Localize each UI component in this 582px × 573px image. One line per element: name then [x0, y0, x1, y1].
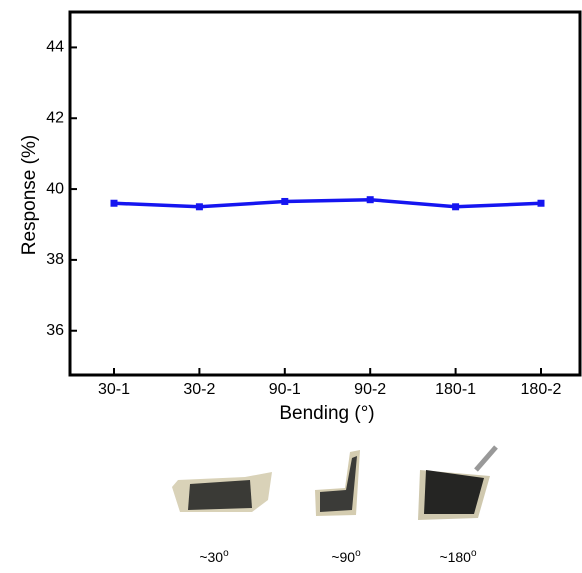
- caption-text: ~180: [439, 549, 471, 565]
- data-point: [537, 199, 545, 207]
- data-point: [110, 199, 118, 207]
- y-tick-label: 38: [46, 251, 64, 268]
- caption-sup: o: [355, 548, 361, 559]
- photo-180-fabric: [424, 470, 484, 514]
- x-tick-label: 90-1: [269, 381, 301, 398]
- x-tick-label: 180-1: [435, 381, 476, 398]
- photo-caption: ~30o: [199, 548, 229, 565]
- photo-90-fabric: [320, 456, 357, 512]
- x-tick-label: 180-2: [521, 381, 562, 398]
- x-tick-label: 30-1: [98, 381, 130, 398]
- caption-sup: o: [223, 548, 229, 559]
- plot-frame: [68, 10, 582, 377]
- data-point: [195, 203, 203, 211]
- x-tick-label: 30-2: [183, 381, 215, 398]
- y-tick-label: 42: [46, 109, 64, 126]
- photos: [172, 445, 498, 520]
- data-point: [366, 196, 374, 204]
- caption-text: ~90: [331, 549, 355, 565]
- y-tick-label: 40: [46, 180, 64, 197]
- tweezers: [474, 445, 498, 472]
- caption-sup: o: [471, 548, 477, 559]
- photo-30-fabric: [188, 480, 252, 510]
- y-tick-label: 36: [46, 322, 64, 339]
- data-line: [113, 197, 542, 209]
- data-point: [281, 197, 289, 205]
- photo-caption: ~90o: [331, 548, 361, 565]
- data-point: [452, 203, 460, 211]
- y-tick-label: 44: [46, 39, 64, 56]
- caption-text: ~30: [199, 549, 223, 565]
- y-axis-label: Response (%): [19, 135, 40, 255]
- photo-caption: ~180o: [439, 548, 477, 565]
- x-axis-label: Bending (°): [279, 403, 374, 424]
- x-tick-label: 90-2: [354, 381, 386, 398]
